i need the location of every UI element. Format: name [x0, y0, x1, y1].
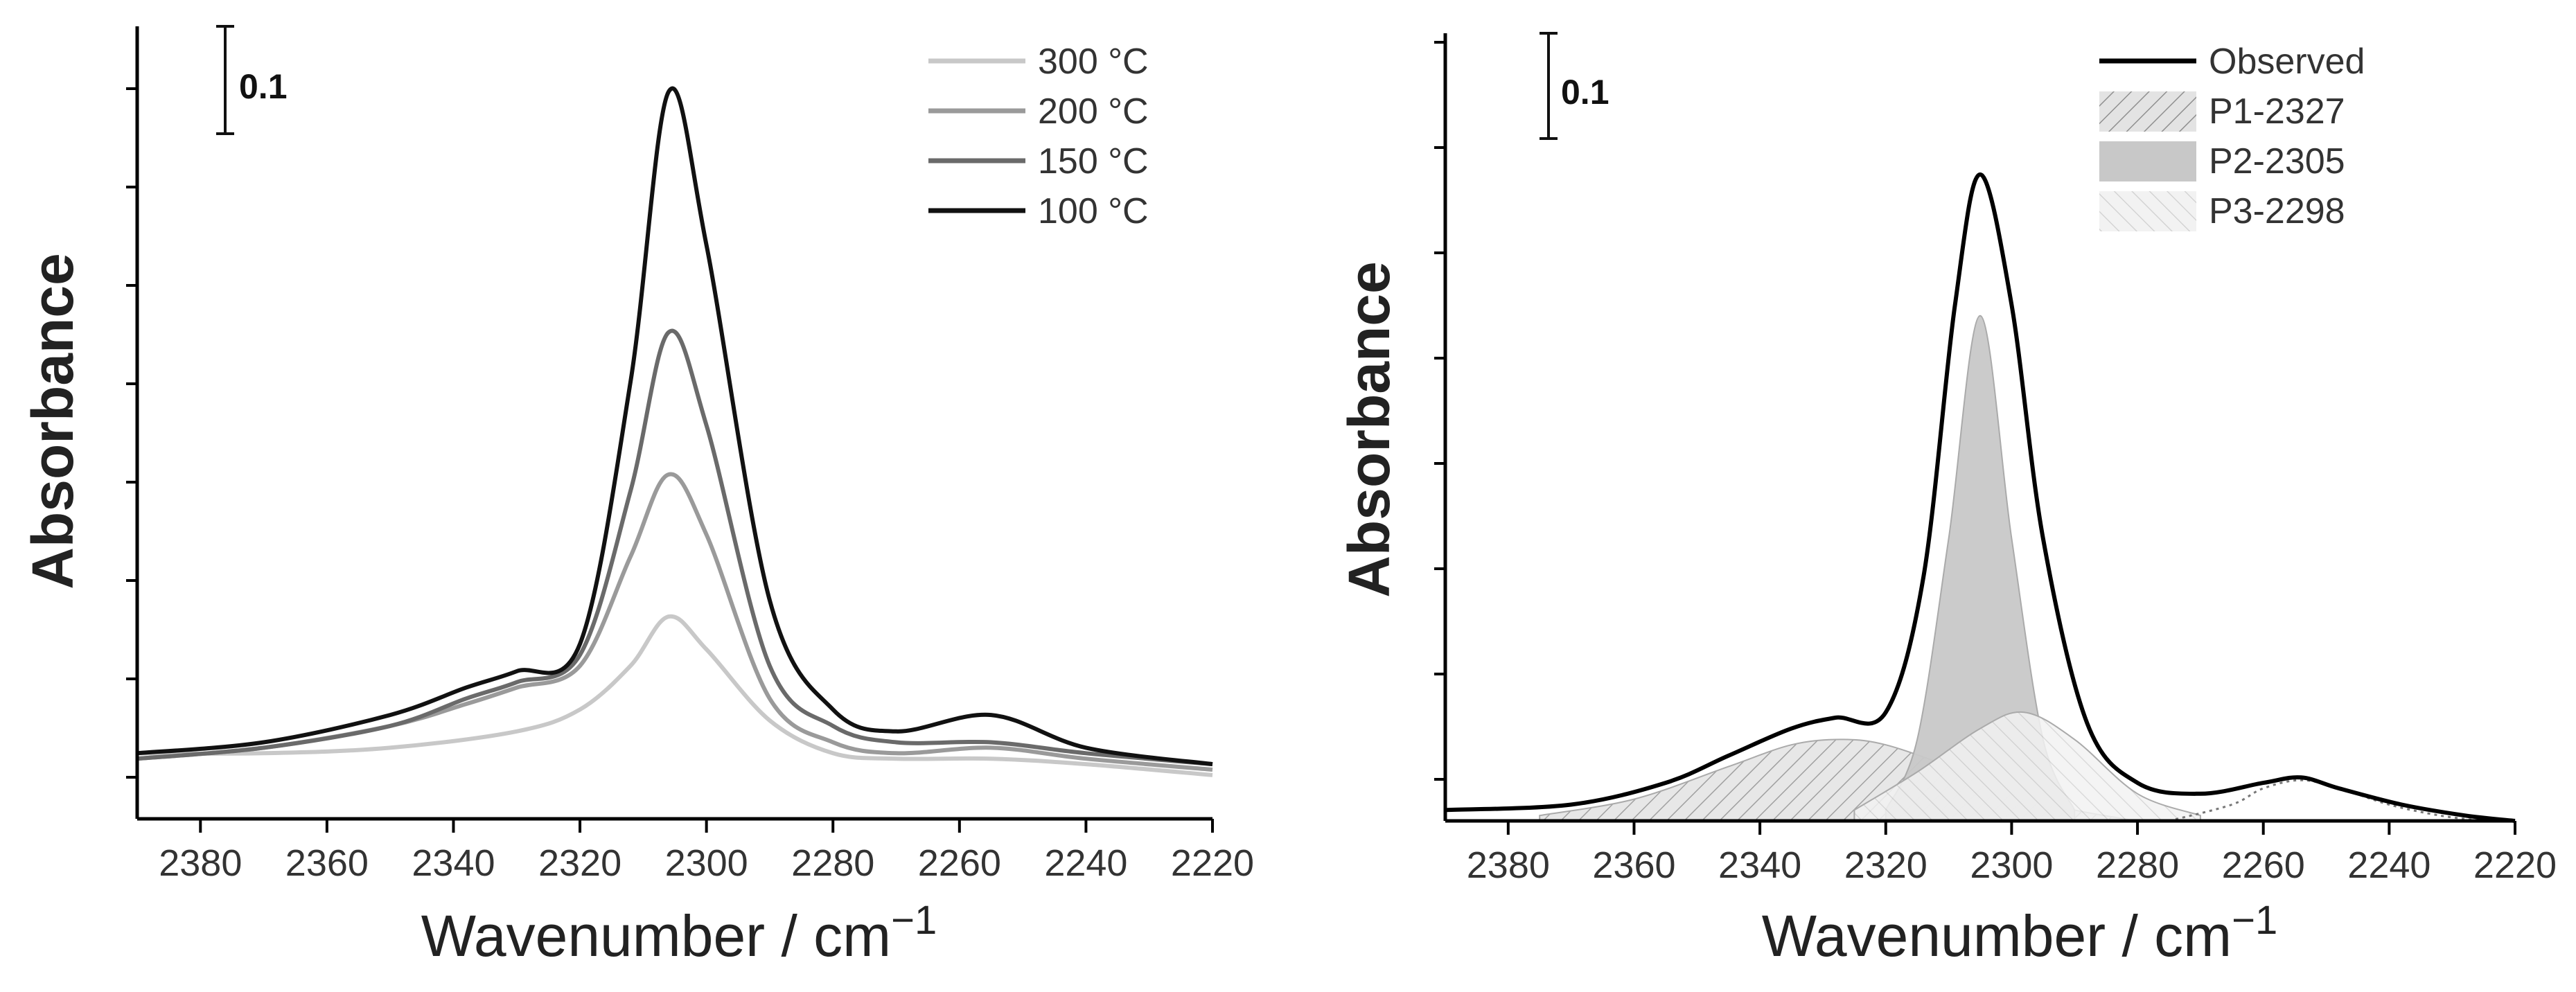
scale-bar-label: 0.1: [239, 67, 288, 106]
x-tick-label: 2260: [2222, 844, 2305, 886]
x-axis-label: Wavenumber / cm−1: [1762, 898, 2278, 969]
legend-label: 150 °C: [1038, 141, 1149, 181]
x-tick-label: 2300: [1970, 844, 2053, 886]
x-tick-label: 2320: [538, 842, 621, 884]
x-tick-label: 2380: [1467, 844, 1550, 886]
scale-bar: 0.1: [216, 25, 288, 135]
legend-label: P1-2327: [2209, 91, 2345, 132]
series-150-c: [136, 328, 1213, 767]
x-tick-label: 2360: [285, 842, 369, 884]
x-tick-label: 2380: [159, 842, 242, 884]
y-ticks: [1434, 41, 1445, 781]
legend-label: 200 °C: [1038, 91, 1149, 132]
y-ticks: [126, 87, 137, 779]
y-axis-label: Absorbance: [20, 253, 85, 589]
peak-fit-chart: 2380 2360 2340 2320 2300 2280 2260 2240 2220 Wav…: [1336, 32, 2557, 969]
temperature-spectra-chart: 2380 2360 2340 2320 2300 2280 2260 2240 2220 Wav…: [20, 25, 1254, 969]
series-p3-2298: [1853, 711, 2201, 822]
series-observed: [1445, 172, 2516, 823]
x-tick-label: 2340: [1718, 844, 1801, 886]
legend-label: 100 °C: [1038, 191, 1149, 231]
x-ticks: 2380 2360 2340 2320 2300 2280 2260 2240 2220: [1467, 821, 2557, 886]
x-tick-label: 2360: [1592, 844, 1675, 886]
x-tick-label: 2280: [2096, 844, 2179, 886]
legend-label: 300 °C: [1038, 42, 1149, 82]
series-100-c: [136, 86, 1213, 767]
x-axis-label: Wavenumber / cm−1: [421, 898, 937, 969]
axes: [135, 26, 1212, 821]
x-tick-label: 2260: [918, 842, 1001, 884]
axes: [1443, 33, 2515, 823]
series-200-c: [136, 472, 1213, 772]
fit-components: [1445, 172, 2516, 823]
x-ticks: 2380 2360 2340 2320 2300 2280 2260 2240 2220: [159, 819, 1254, 884]
legend: Observed P1-2327 P2-2305 P3-2298: [2099, 42, 2365, 231]
legend-label: P3-2298: [2209, 191, 2345, 231]
x-tick-label: 2280: [791, 842, 874, 884]
legend-swatch: [2099, 141, 2196, 181]
legend: 300 °C 200 °C 150 °C 100 °C: [928, 42, 1149, 231]
x-tick-label: 2220: [2473, 844, 2557, 886]
y-axis-label: Absorbance: [1336, 261, 1402, 597]
x-tick-label: 2320: [1844, 844, 1927, 886]
series-300-c: [136, 614, 1213, 777]
scale-bar: 0.1: [1540, 32, 1609, 140]
x-tick-label: 2240: [1044, 842, 1127, 884]
x-tick-label: 2220: [1171, 842, 1254, 884]
scale-bar-label: 0.1: [1561, 73, 1609, 112]
x-tick-label: 2340: [412, 842, 495, 884]
x-tick-label: 2300: [665, 842, 748, 884]
legend-swatch: [2099, 191, 2196, 231]
legend-label: Observed: [2209, 42, 2365, 82]
legend-label: P2-2305: [2209, 141, 2345, 181]
legend-swatch: [2099, 91, 2196, 132]
x-tick-label: 2240: [2347, 844, 2431, 886]
series-lines: [136, 86, 1213, 777]
